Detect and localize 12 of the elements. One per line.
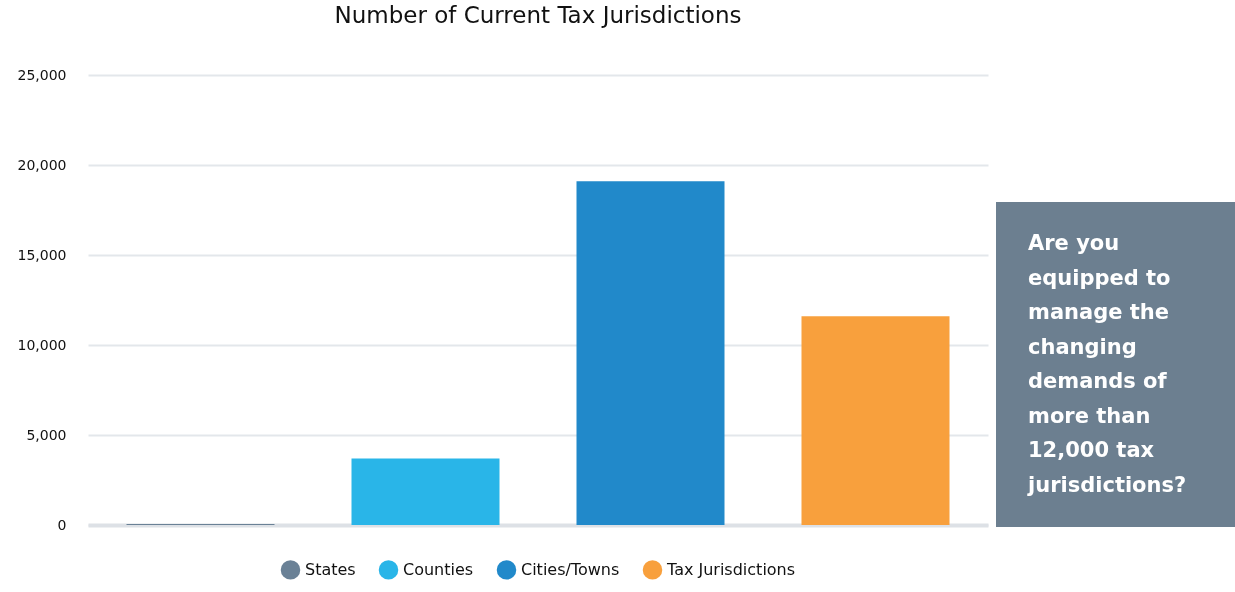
text: Are you equipped to manage the changing demands of more than 12,000 tax jurisdictions?: [1026, 230, 1188, 499]
legend-label: States: [305, 559, 356, 579]
y-tick-label: 25,000: [17, 66, 67, 83]
y-tick-label: 10,000: [17, 336, 67, 353]
y-tick-label: 20,000: [17, 156, 67, 173]
legend-label: Cities/Towns: [521, 559, 620, 579]
legend-label: Tax Jurisdictions: [666, 559, 796, 579]
y-tick-label: 0: [57, 516, 67, 533]
y-tick-label: 5,000: [26, 426, 67, 443]
y-tick-label: 15,000: [17, 246, 67, 263]
legend-label: Counties: [403, 559, 474, 579]
chart-title: Number of Current Tax Jurisdictions: [334, 2, 742, 28]
